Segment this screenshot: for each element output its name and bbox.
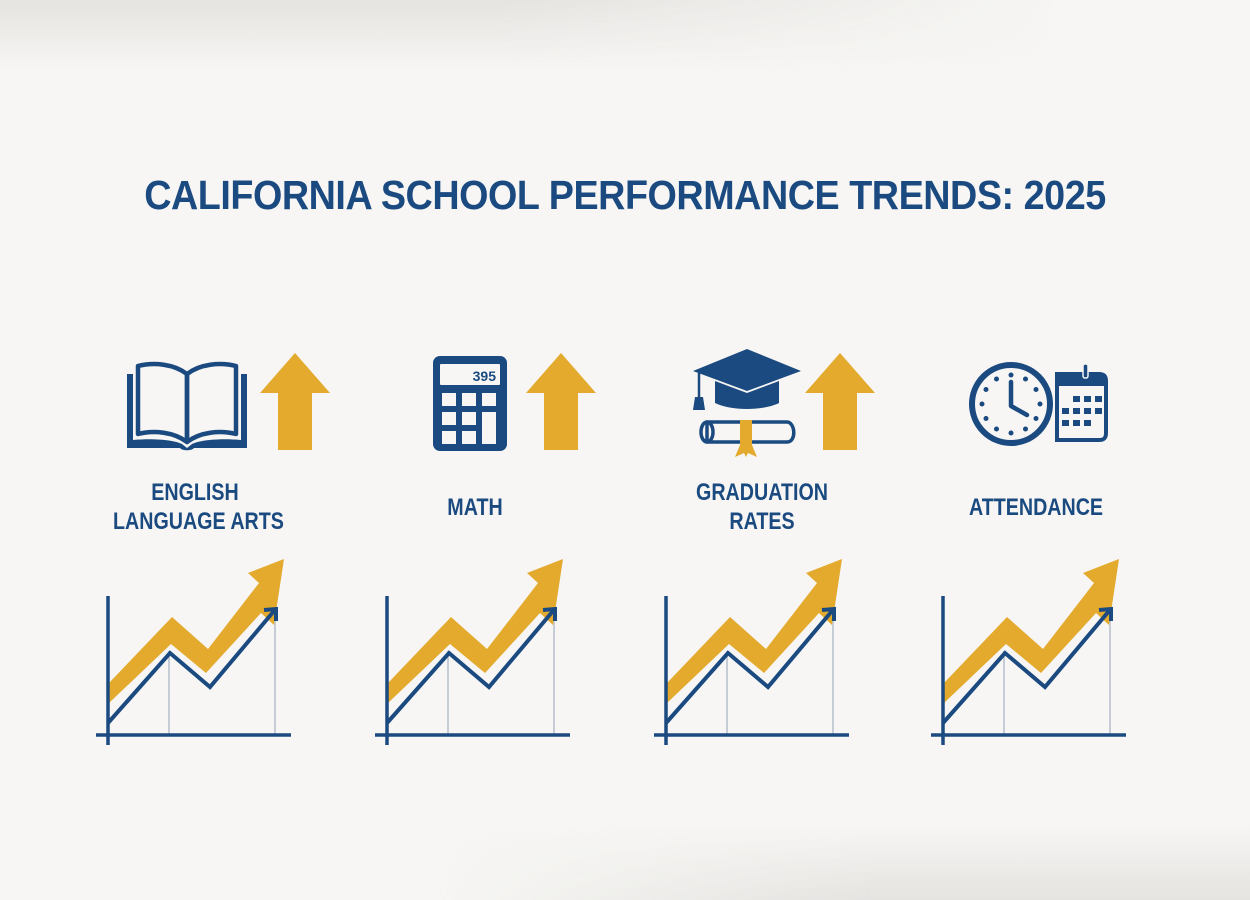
metric-label-graduation: GRADUATION RATES [696, 479, 828, 535]
calculator-display: 395 [473, 368, 497, 384]
up-arrow-icon [805, 353, 875, 450]
trend-chart-graduation [654, 559, 849, 745]
background-shade-bottom [0, 825, 1250, 900]
metric-label-math: MATH [447, 494, 503, 521]
line-chart-icon [96, 559, 291, 745]
trend-chart-attendance [931, 559, 1126, 745]
up-arrow-icon [260, 353, 330, 450]
line-chart-icon [654, 559, 849, 745]
trend-chart-ela [96, 559, 291, 745]
page-title: CALIFORNIA SCHOOL PERFORMANCE TRENDS: 20… [144, 172, 1106, 218]
graduation-cap-diploma-icon [693, 349, 801, 457]
metric-label-attendance: ATTENDANCE [968, 494, 1104, 521]
line-chart-icon [931, 559, 1126, 745]
calculator-icon: 395 [433, 356, 507, 451]
up-arrow-icon [526, 353, 596, 450]
open-book-icon [127, 361, 247, 451]
background-shade-top [0, 0, 1250, 70]
line-chart-icon [375, 559, 570, 745]
trend-chart-math [375, 559, 570, 745]
clock-calendar-icon [968, 362, 1108, 446]
metric-label-ela: ENGLISH LANGUAGE ARTS [113, 479, 284, 535]
